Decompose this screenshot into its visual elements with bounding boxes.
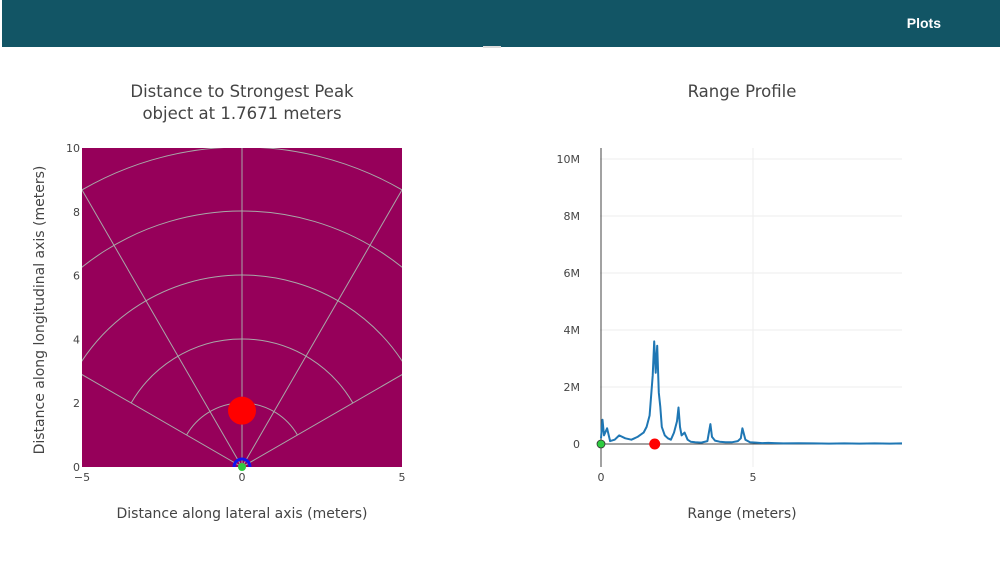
sensor-origin-marker [238, 463, 246, 471]
right-plot-title: Range Profile [687, 82, 797, 101]
left-plot-xtick-label: −5 [74, 471, 90, 484]
left-plot-title-line2: object at 1.7671 meters [142, 104, 342, 123]
left-plot-ytick-label: 2 [73, 397, 80, 410]
sector-line [241, 188, 402, 467]
range-profile-ytick-label: 0 [573, 438, 580, 451]
left-plot-title-line1: Distance to Strongest Peak [130, 82, 354, 101]
range-profile-xtick-label: 0 [598, 471, 605, 484]
range-profile-ytick-label: 4M [564, 324, 581, 337]
left-plot-title: Distance to Strongest Peak object at 1.7… [82, 81, 402, 125]
nav-plots-link[interactable]: Plots [906, 15, 941, 31]
left-plot-grid [82, 148, 402, 467]
range-profile-ytick-label: 10M [557, 153, 581, 166]
sector-line [241, 374, 402, 467]
strongest-peak-marker [228, 396, 256, 425]
left-plot-xtick-label: 0 [239, 471, 246, 484]
range-peak-marker [649, 438, 661, 450]
left-plot-ytick-label: 8 [73, 206, 80, 219]
range-profile-xtick-label: 5 [750, 471, 757, 484]
left-plot-ytick-label: 4 [73, 333, 80, 346]
left-plot-ytick-label: 6 [73, 270, 80, 283]
left-plot-ytick-label: 10 [66, 142, 80, 155]
range-profile-line [600, 340, 903, 445]
sector-line [82, 374, 243, 467]
navbar-tab-indicator [483, 46, 501, 48]
left-plot-xtick-label: 5 [399, 471, 406, 484]
range-profile-ytick-label: 6M [564, 267, 581, 280]
range-origin-marker [596, 439, 606, 449]
range-profile-ytick-label: 8M [564, 210, 581, 223]
left-plot-xlabel: Distance along lateral axis (meters) [116, 506, 368, 522]
left-plot-ytick-label: 0 [73, 461, 80, 474]
range-profile-ytick-label: 2M [564, 381, 581, 394]
sector-line [82, 188, 243, 467]
right-plot-xlabel: Range (meters) [687, 506, 797, 522]
sensor-origin-ring [232, 457, 252, 468]
top-navbar: Plots [2, 0, 1000, 47]
